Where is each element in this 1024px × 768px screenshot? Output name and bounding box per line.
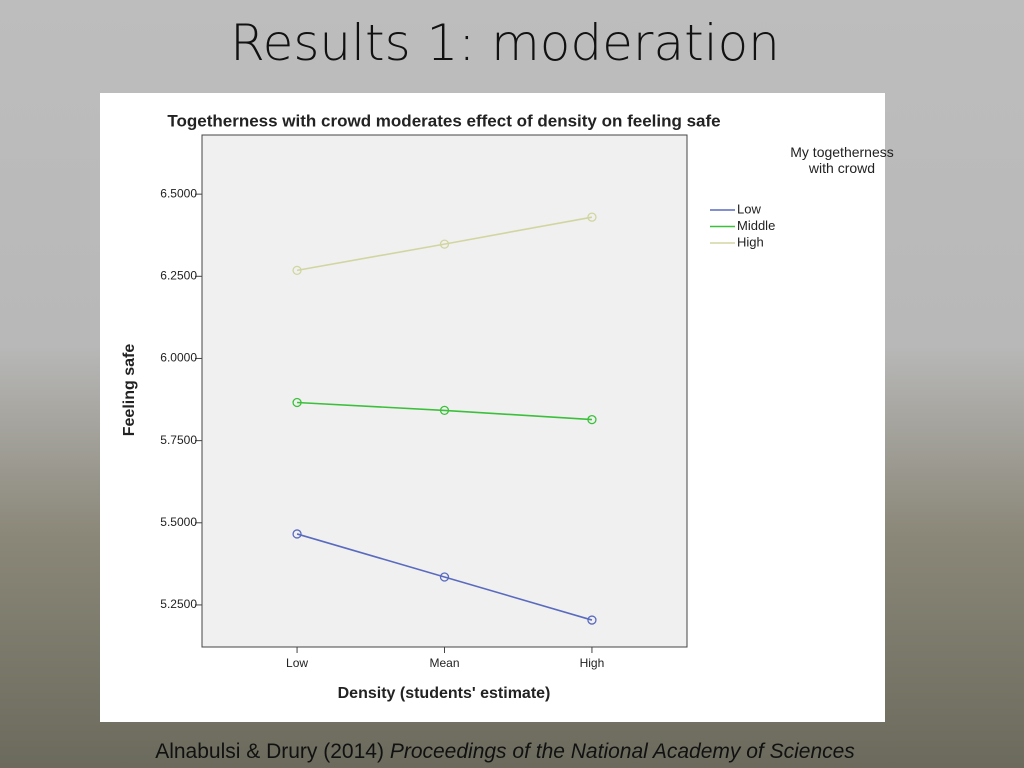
x-tick-label: Mean (429, 656, 459, 670)
citation-authors: Alnabulsi & Drury (2014) (155, 740, 384, 763)
slide-title: Results 1: moderation (230, 14, 780, 72)
chart: Togetherness with crowd moderates effect… (100, 93, 885, 722)
data-point (292, 397, 302, 408)
series-line (297, 401, 592, 421)
y-tick-label: 6.0000 (160, 351, 197, 365)
y-tick-label: 5.5000 (160, 515, 197, 529)
x-tick-label: Low (286, 656, 308, 670)
plot-area (201, 134, 688, 648)
citation: Alnabulsi & Drury (2014) Proceedings of … (0, 740, 1010, 764)
y-tick-label: 5.2500 (160, 597, 197, 611)
data-point (587, 212, 597, 222)
legend-label: Middle (737, 218, 775, 233)
y-tick-label: 6.5000 (160, 186, 197, 200)
legend-label: Low (737, 201, 761, 216)
y-tick-label: 6.2500 (160, 268, 197, 282)
y-tick-label: 5.7500 (160, 433, 197, 447)
data-point (587, 414, 597, 425)
data-point (292, 529, 302, 539)
data-point (439, 239, 450, 249)
citation-journal: Proceedings of the National Academy of S… (389, 740, 855, 763)
series-line (296, 216, 593, 272)
data-point (439, 572, 450, 582)
x-tick-label: High (580, 656, 605, 670)
x-axis-label: Density (students' estimate) (338, 685, 551, 702)
data-point (587, 615, 597, 625)
y-axis-label: Feeling safe (121, 344, 138, 437)
series-line (296, 533, 593, 621)
data-point (292, 265, 302, 276)
data-point (439, 405, 450, 416)
legend-label: High (737, 234, 764, 249)
legend-title: My togetherness with crowd (790, 144, 894, 176)
chart-title: Togetherness with crowd moderates effect… (167, 111, 720, 130)
